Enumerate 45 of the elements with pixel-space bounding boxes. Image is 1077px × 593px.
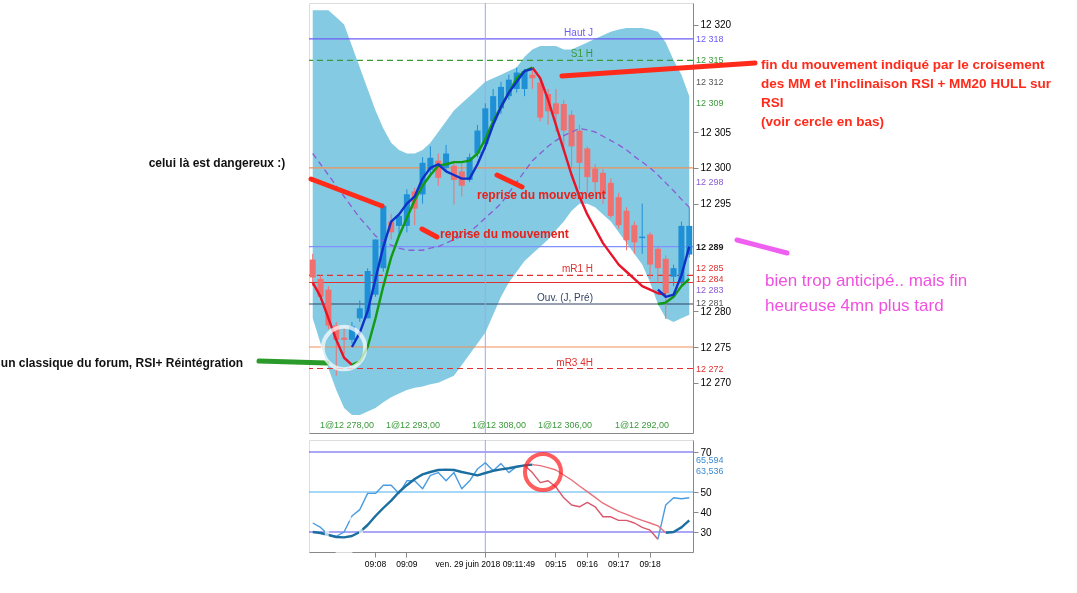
- text: 12 309: [696, 98, 724, 109]
- annotation: 1@12 306,00: [537, 420, 593, 430]
- x-tick-label: 09:08: [364, 558, 387, 569]
- ref-line-label: mR1 H: [561, 263, 593, 275]
- y-tick-label: 40: [700, 506, 713, 518]
- y-tick-label: 12 270: [700, 377, 732, 389]
- x-tick-label: 09:18: [639, 558, 661, 569]
- text: 12 285: [696, 263, 724, 273]
- annotation: 1@12 278,00: [319, 420, 375, 430]
- y-tick-label: 12 320: [700, 19, 732, 30]
- text: 65,594: [696, 455, 724, 465]
- text: fin du mouvement indiqué par le croisement des MM et l'inclinaison RSI + MM20 HULL sur RSI (voir cercle en bas): [761, 57, 1052, 129]
- ref-line-label: S1 H: [570, 48, 593, 60]
- x-tick-label: 09:17: [608, 558, 630, 569]
- x-tick-label: 09:15: [545, 558, 567, 569]
- y-tick-label: 12 295: [700, 198, 732, 210]
- ref-line-label: Ouv. (J, Pré): [537, 292, 593, 303]
- text: bien trop anticipé.. mais fin heureuse 4mn plus tard: [765, 271, 968, 315]
- x-tick-label: ven. 29 juin 2018 09:11:49: [435, 558, 536, 569]
- annotation: 1@12 292,00: [614, 420, 670, 430]
- y-tick-label: 70: [700, 446, 713, 458]
- annotation: 1@12 293,00: [385, 420, 441, 430]
- text: 12 298: [696, 177, 724, 188]
- x-tick-label: 09:16: [576, 558, 599, 569]
- text: 12 289: [696, 241, 724, 252]
- text: 12 284: [696, 274, 724, 284]
- ref-line-label: Haut J: [564, 26, 593, 38]
- ref-line-label: mR3 4H: [556, 356, 593, 368]
- annotation: 1@12 308,00: [471, 420, 527, 430]
- y-tick-label: 12 275: [700, 341, 732, 353]
- text: 12 312: [696, 76, 724, 87]
- text: celui là est dangereux :): [148, 156, 286, 170]
- text: 63,536: [696, 466, 724, 476]
- text: 12 272: [696, 363, 724, 374]
- text: 12 281: [696, 298, 724, 308]
- y-tick-label: 50: [700, 486, 713, 498]
- y-tick-label: 30: [700, 526, 713, 538]
- y-tick-label: 12 280: [700, 305, 732, 317]
- text: 12 318: [696, 33, 724, 44]
- text: 12 315: [696, 55, 724, 66]
- y-tick-label: 12 300: [700, 162, 732, 174]
- x-tick-label: 09:09: [396, 558, 418, 569]
- text: 12 283: [696, 285, 724, 295]
- text: un classique du forum, RSI+ Réintégration: [0, 356, 244, 370]
- y-tick-label: 12 305: [700, 126, 732, 138]
